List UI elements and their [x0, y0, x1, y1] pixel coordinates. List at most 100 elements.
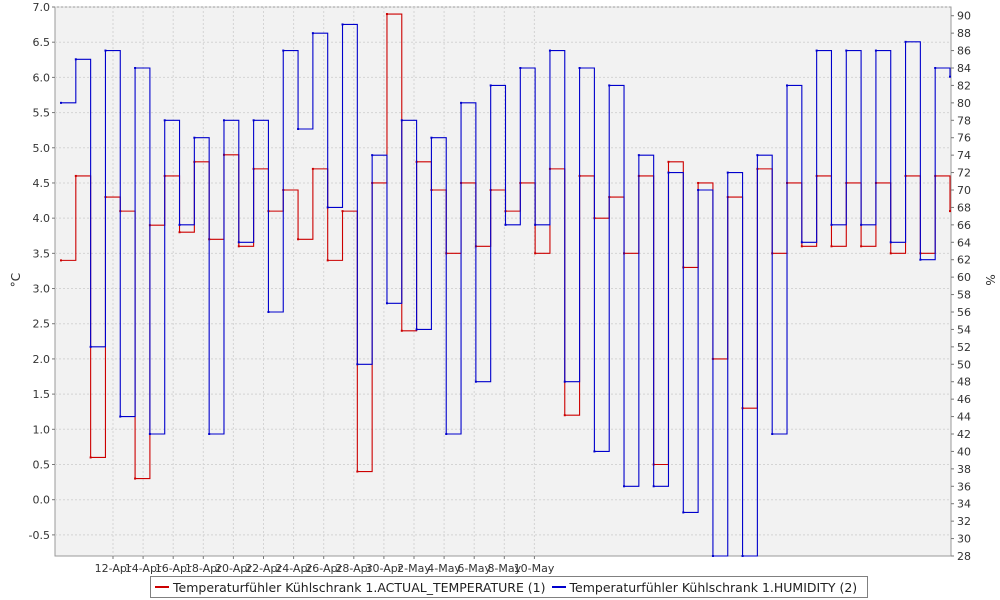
x-tick-label: 2-May	[397, 562, 431, 575]
legend-item-humidity: Temperaturfühler Kühlschrank 1.HUMIDITY …	[551, 579, 858, 595]
right-tick-label: 82	[957, 79, 971, 92]
legend-label-temperature: Temperaturfühler Kühlschrank 1.ACTUAL_TE…	[173, 579, 546, 595]
humidity-point	[726, 171, 729, 174]
temperature-point	[341, 210, 344, 213]
temperature-point	[297, 238, 300, 241]
humidity-point	[934, 67, 937, 69]
right-tick-label: 80	[957, 97, 971, 110]
right-tick-label: 76	[957, 132, 971, 145]
right-tick-label: 62	[957, 254, 971, 267]
humidity-point	[919, 258, 922, 261]
x-tick-label: 24-Apr	[275, 562, 312, 575]
right-tick-label: 42	[957, 428, 971, 441]
humidity-point	[326, 206, 329, 209]
temperature-point	[178, 231, 181, 234]
humidity-point	[311, 32, 314, 35]
humidity-point	[652, 485, 655, 488]
humidity-point	[534, 223, 537, 226]
temperature-point	[800, 245, 803, 248]
humidity-point	[741, 555, 744, 557]
humidity-point	[474, 380, 477, 383]
right-tick-label: 70	[957, 184, 971, 197]
left-tick-label: 3.0	[33, 283, 51, 296]
legend-item-temperature: Temperaturfühler Kühlschrank 1.ACTUAL_TE…	[155, 580, 546, 595]
right-tick-label: 68	[957, 201, 971, 214]
humidity-point	[178, 223, 181, 226]
temperature-point	[134, 477, 137, 480]
temperature-point	[356, 470, 359, 473]
right-tick-label: 84	[957, 62, 971, 75]
left-tick-label: 6.5	[33, 36, 51, 49]
humidity-point	[89, 345, 92, 348]
humidity-point	[949, 75, 951, 78]
humidity-point	[460, 101, 463, 104]
left-tick-label: 7.0	[33, 1, 51, 14]
humidity-point	[860, 223, 863, 226]
humidity-point	[563, 380, 566, 383]
x-tick-label: 26-Apr	[305, 562, 342, 575]
x-tick-label: 22-Apr	[245, 562, 282, 575]
legend-swatch-humidity	[551, 586, 566, 588]
right-tick-label: 86	[957, 45, 971, 58]
humidity-point	[163, 119, 166, 122]
temperature-point	[74, 174, 77, 177]
humidity-point	[519, 67, 522, 69]
humidity-point	[682, 511, 685, 514]
humidity-point	[623, 485, 626, 488]
humidity-point	[104, 49, 107, 52]
humidity-point	[608, 84, 611, 87]
right-tick-label: 48	[957, 376, 971, 389]
humidity-point	[504, 223, 507, 226]
humidity-point	[134, 67, 137, 69]
temperature-point	[385, 13, 388, 16]
right-tick-label: 88	[957, 27, 971, 40]
x-tick-label: 18-Apr	[185, 562, 222, 575]
humidity-point	[771, 433, 774, 435]
temperature-point	[60, 259, 62, 262]
left-tick-label: 4.0	[33, 212, 51, 225]
humidity-point	[445, 433, 448, 435]
humidity-point	[222, 119, 225, 122]
right-tick-label: 58	[957, 289, 971, 302]
right-tick-label: 32	[957, 515, 971, 528]
left-tick-label: 2.5	[33, 318, 51, 331]
grid-lines	[55, 6, 951, 556]
right-tick-label: 52	[957, 341, 971, 354]
right-tick-label: 72	[957, 167, 971, 180]
x-tick-label: 10-May	[514, 562, 555, 575]
humidity-point	[237, 241, 240, 244]
left-y-axis: -0.5 0.0 0.5 1.0 1.5 2.0 2.5 3.0 3.5 4.0 4.5 5.0 5.5…	[29, 1, 55, 542]
humidity-point	[889, 241, 892, 244]
temperature-point	[697, 181, 700, 184]
right-tick-label: 50	[957, 358, 971, 371]
right-axis-label: %	[983, 274, 997, 285]
right-tick-label: 60	[957, 271, 971, 284]
right-tick-label: 54	[957, 323, 971, 336]
right-tick-label: 74	[957, 149, 971, 162]
humidity-point	[267, 311, 270, 313]
x-tick-label: 16-Apr	[155, 562, 192, 575]
humidity-point	[578, 67, 581, 69]
humidity-point	[786, 84, 789, 87]
legend-label-humidity: Temperaturfühler Kühlschrank 1.HUMIDITY …	[569, 579, 858, 595]
x-tick-label: 30-Apr	[366, 562, 403, 575]
humidity-point	[297, 128, 300, 130]
x-tick-label: 14-Apr	[125, 562, 162, 575]
series-lines	[60, 13, 951, 557]
humidity-point	[74, 58, 77, 61]
humidity-point	[341, 23, 344, 26]
humidity-point	[415, 328, 418, 331]
right-tick-label: 34	[957, 498, 971, 511]
left-tick-label: 5.0	[33, 142, 51, 155]
humidity-point	[637, 154, 640, 157]
humidity-point	[904, 40, 907, 43]
left-tick-label: 3.5	[33, 247, 51, 260]
humidity-point	[800, 241, 803, 244]
temperature-point	[949, 210, 951, 213]
humidity-point	[385, 302, 388, 305]
humidity-point	[815, 49, 818, 52]
x-axis: 12-Apr14-Apr16-Apr18-Apr20-Apr22-Apr24-A…	[95, 556, 555, 575]
right-tick-label: 56	[957, 306, 971, 319]
humidity-point	[400, 119, 403, 122]
